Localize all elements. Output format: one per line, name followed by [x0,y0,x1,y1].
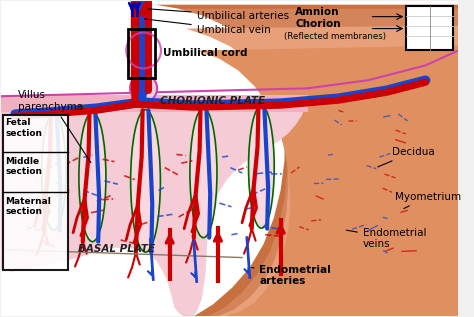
Text: Endometrial
veins: Endometrial veins [346,228,426,249]
Polygon shape [0,1,458,316]
Ellipse shape [42,114,66,230]
Polygon shape [198,36,458,316]
Text: (Reflected membranes): (Reflected membranes) [283,31,385,41]
Polygon shape [0,95,308,316]
Polygon shape [0,95,308,316]
Text: Fetal
section: Fetal section [6,118,43,138]
Text: BASAL PLATE: BASAL PLATE [78,243,155,254]
Polygon shape [178,9,458,316]
FancyBboxPatch shape [406,6,453,50]
Text: Myometrium: Myometrium [395,192,461,209]
FancyBboxPatch shape [3,115,68,269]
Text: CHORIONIC PLATE: CHORIONIC PLATE [160,96,265,106]
Polygon shape [155,1,458,316]
Text: Endometrial
arteries: Endometrial arteries [252,265,331,287]
Text: Umbilical vein: Umbilical vein [145,19,271,35]
Text: Middle
section: Middle section [6,157,43,176]
Ellipse shape [79,112,106,242]
Ellipse shape [248,106,274,228]
Text: Maternal
section: Maternal section [6,197,51,216]
Text: Umbilical arteries: Umbilical arteries [148,9,289,21]
Circle shape [130,74,157,102]
Text: Chorion: Chorion [295,19,341,29]
Ellipse shape [190,108,217,238]
Polygon shape [186,21,458,316]
Text: Villus
parenchyma: Villus parenchyma [18,90,91,163]
Text: Decidua: Decidua [378,147,435,167]
Text: Amnion: Amnion [295,7,340,16]
Text: Umbilical cord: Umbilical cord [163,49,247,58]
Polygon shape [0,95,308,112]
Ellipse shape [131,110,160,252]
